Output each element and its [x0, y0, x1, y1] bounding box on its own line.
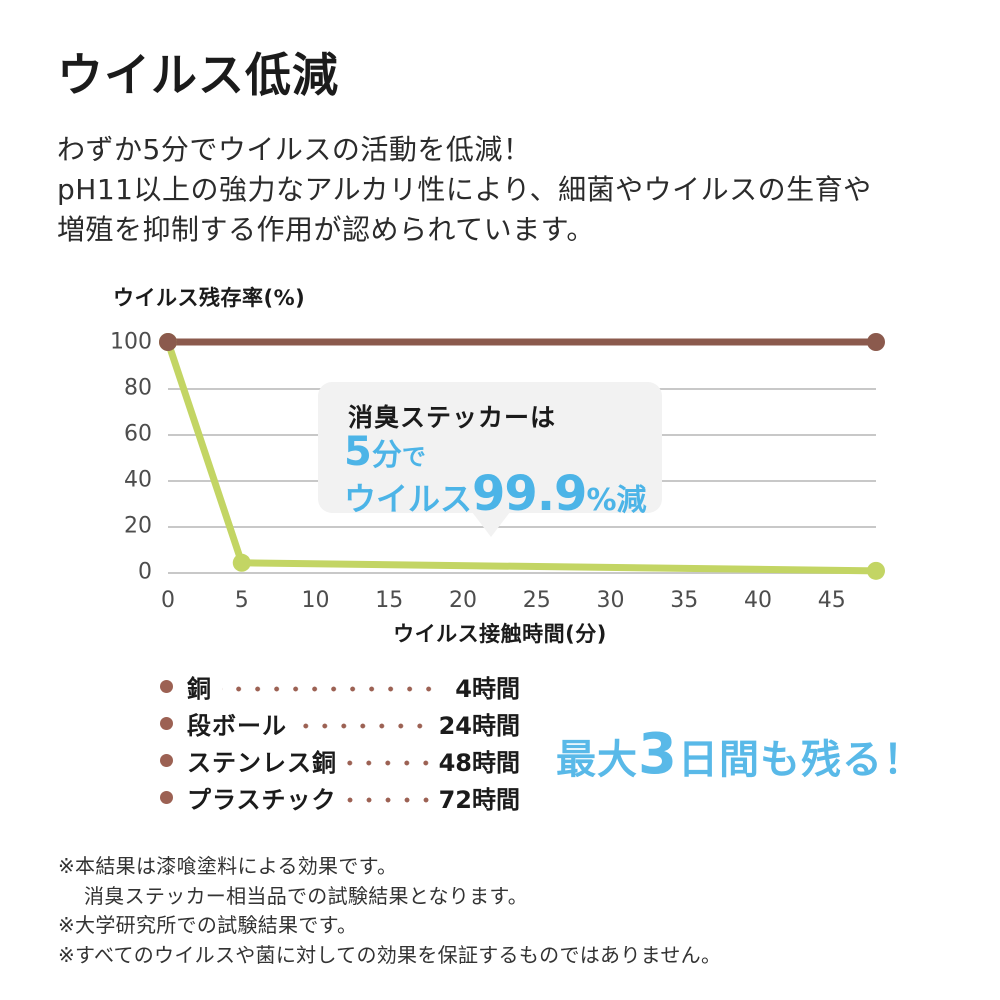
legend-row-cardboard: 段ボール 24時間 — [160, 705, 520, 742]
legend-value: 24時間 — [438, 712, 520, 740]
bullet-dot-icon — [160, 754, 173, 767]
gridline-20 — [168, 526, 876, 528]
footnote-1: ※本結果は漆喰塗料による効果です。 — [58, 854, 398, 878]
callout-reduction-suffix: 減 — [616, 483, 647, 518]
legend-row-stainless: ステンレス銅 48時間 — [160, 742, 520, 779]
legend-label: 段ボール — [187, 712, 287, 740]
callout-reduction: ウイルス99.9%減 — [344, 466, 647, 522]
callout-time-number: 5 — [344, 429, 372, 475]
gridline-0 — [168, 572, 876, 574]
footnotes: ※本結果は漆喰塗料による効果です。 消臭ステッカー相当品での試験結果となります。… — [58, 852, 721, 970]
bullet-dot-icon — [160, 717, 173, 730]
series-lines — [159, 333, 885, 580]
legend-label: ステンレス銅 — [187, 749, 337, 777]
callout-reduction-number: 99.9 — [472, 466, 587, 522]
x-tick-20: 20 — [449, 588, 477, 613]
x-tick-10: 10 — [301, 588, 330, 613]
tagline-number: 3 — [638, 722, 678, 787]
x-tick-5: 5 — [234, 588, 249, 613]
plot-area: 100 80 60 40 20 0 0 5 10 15 20 25 30 35 … — [110, 330, 885, 613]
callout-reduction-prefix: ウイルス — [344, 480, 473, 518]
callout-time-unit: 分 — [371, 438, 402, 473]
bullet-dot-icon — [160, 680, 173, 693]
callout-tail — [472, 512, 510, 537]
surface-survival-legend: 銅 4時間 段ボール 24時間 ステンレス銅 48時間 プラスチック 72時間 — [160, 668, 523, 819]
tagline-prefix: 最大 — [556, 737, 638, 783]
x-tick-35: 35 — [670, 588, 699, 613]
y-tick-100: 100 — [110, 329, 152, 355]
dotted-leader — [222, 685, 446, 692]
intro-paragraph: わずか5分でウイルスの活動を低減！ pH11以上の強力なアルカリ性により、細菌や… — [57, 130, 872, 249]
dotted-leader — [346, 796, 429, 803]
dotted-leader — [297, 722, 429, 729]
x-tick-25: 25 — [522, 588, 551, 613]
x-tick-40: 40 — [744, 588, 772, 613]
dotted-leader — [347, 759, 429, 766]
x-tick-30: 30 — [596, 588, 625, 613]
tagline: 最大3日間も残る！ — [556, 722, 924, 787]
marker-control-0 — [159, 333, 177, 351]
footnote-1-continued: 消臭ステッカー相当品での試験結果となります。 — [84, 883, 528, 908]
bullet-dot-icon — [160, 791, 173, 804]
legend-label: 銅 — [187, 675, 212, 703]
y-axis-title: ウイルス残存率(%) — [113, 286, 306, 310]
legend-value-highlighted: 72時間 — [436, 780, 523, 819]
legend-value: 48時間 — [438, 749, 520, 777]
x-axis-title: ウイルス接触時間(分) — [393, 622, 607, 646]
y-tick-0: 0 — [138, 559, 152, 585]
footnote-3: ※すべてのウイルスや菌に対しての効果を保証するものではありません。 — [58, 942, 722, 967]
legend-value: 4時間 — [455, 675, 520, 703]
y-tick-40: 40 — [124, 467, 152, 493]
callout-box — [318, 382, 662, 513]
virus-survival-chart: ウイルス残存率(%) ウイルス接触時間(分) 100 80 60 40 20 0… — [0, 270, 1000, 660]
y-tick-80: 80 — [124, 375, 152, 401]
intro-line-3: 増殖を抑制する作用が認められています。 — [57, 212, 595, 246]
footnote-2: ※大学研究所での試験結果です。 — [58, 913, 358, 938]
callout-reduction-percent: % — [586, 483, 617, 518]
legend-row-copper: 銅 4時間 — [160, 668, 520, 705]
x-tick-45: 45 — [817, 588, 846, 613]
tagline-suffix: 日間も残る！ — [677, 737, 924, 783]
intro-line-2: pH11以上の強力なアルカリ性により、細菌やウイルスの生育や — [57, 172, 872, 206]
intro-line-1: わずか5分でウイルスの活動を低減！ — [57, 133, 532, 166]
callout-time-suffix: で — [401, 443, 426, 471]
callout-time: 5分で — [344, 429, 426, 475]
legend-label: プラスチック — [187, 786, 337, 814]
x-tick-0: 0 — [161, 588, 175, 613]
page-title: ウイルス低減 — [57, 48, 339, 102]
legend-row-plastic: プラスチック 72時間 — [160, 779, 523, 819]
y-tick-60: 60 — [124, 421, 152, 447]
x-tick-15: 15 — [375, 588, 404, 613]
marker-sticker-5 — [232, 553, 251, 572]
marker-sticker-48 — [867, 561, 885, 580]
y-tick-20: 20 — [124, 513, 152, 539]
callout-heading: 消臭ステッカーは — [348, 403, 557, 432]
marker-control-48 — [867, 333, 885, 351]
